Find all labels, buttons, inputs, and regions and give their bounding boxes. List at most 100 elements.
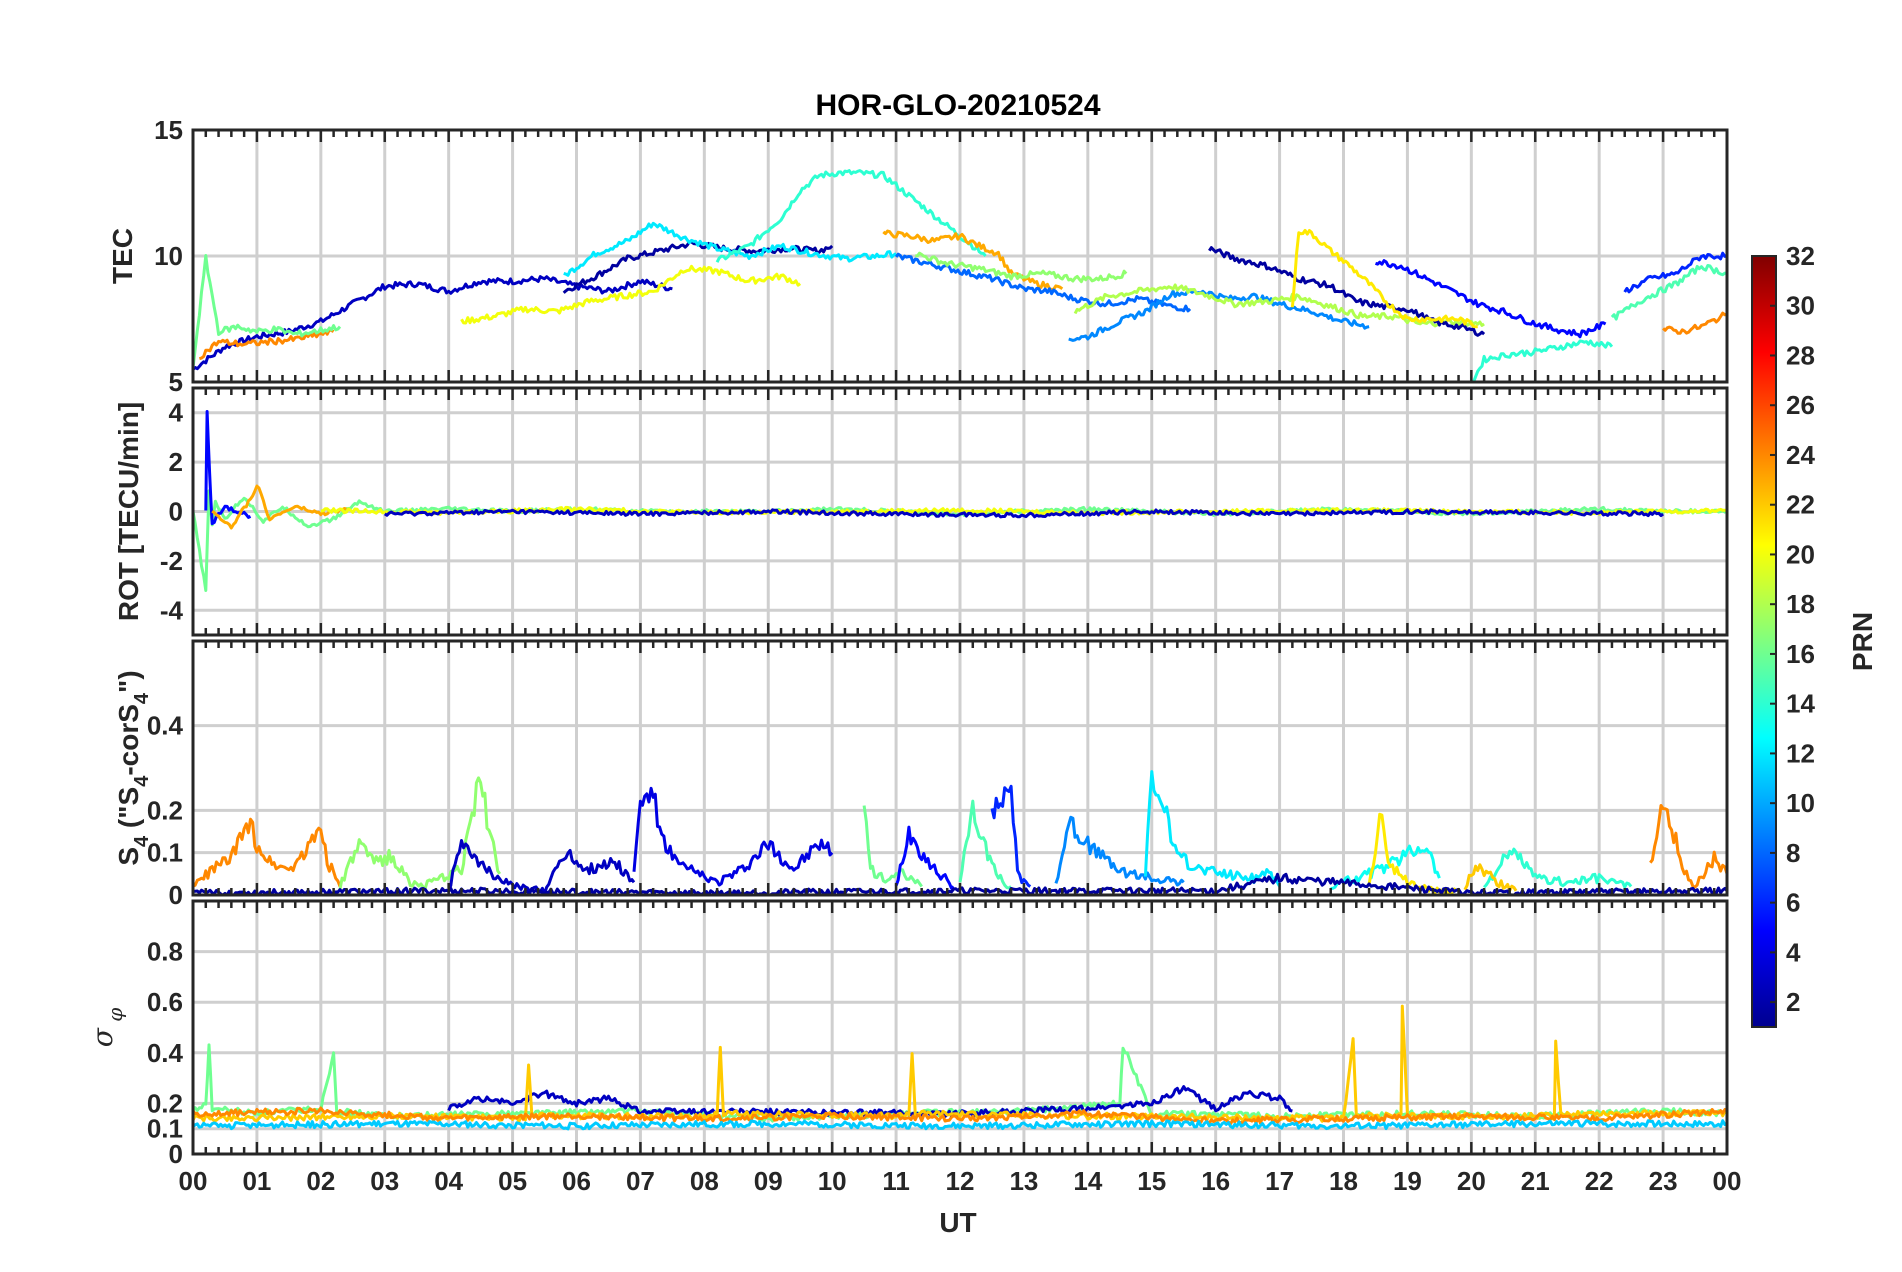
x-tick-label: 17	[1265, 1166, 1294, 1196]
series-prn-16	[193, 254, 342, 369]
series-prn-20	[460, 264, 802, 325]
series-prn-15	[958, 799, 1013, 890]
series-prn-9	[1068, 288, 1370, 342]
series-prn-14	[1482, 847, 1633, 889]
y-axis-label: σ φ	[86, 1008, 127, 1048]
y-tick-label: 15	[154, 115, 183, 145]
y-tick-label: 0.2	[147, 795, 183, 825]
colorbar-tick-label: 32	[1786, 241, 1815, 271]
series-prn-5	[1374, 259, 1607, 339]
x-tick-label: 15	[1137, 1166, 1166, 1196]
series-prn-24	[198, 328, 335, 361]
series-prn-23	[882, 229, 1064, 292]
panel-s4: 0 0.1 0.2 0.4S4 ("S4-corS4")	[113, 639, 1729, 910]
series-prn-5	[204, 410, 252, 526]
colorbar-tick-label: 16	[1786, 639, 1815, 669]
y-tick-label: 0	[169, 497, 183, 527]
x-tick-label: 16	[1201, 1166, 1230, 1196]
series-prn-24	[193, 817, 342, 888]
x-tick-label: 18	[1329, 1166, 1358, 1196]
series-prn-17	[915, 251, 1128, 284]
colorbar-tick-label: 4	[1786, 937, 1801, 967]
series-prn-18	[1073, 283, 1485, 328]
colorbar-tick-label: 18	[1786, 589, 1815, 619]
y-tick-label: 0	[169, 1139, 183, 1169]
x-tick-label: 00	[1713, 1166, 1742, 1196]
y-tick-label: 0.1	[147, 1114, 183, 1144]
y-tick-label: 5	[169, 367, 183, 397]
series-prn-8	[894, 252, 1192, 313]
x-axis-label: UT	[939, 1207, 976, 1238]
x-tick-label: 07	[626, 1166, 655, 1196]
y-tick-label: 4	[169, 398, 184, 428]
colorbar-tick-label: 10	[1786, 788, 1815, 818]
x-tick-label: 23	[1649, 1166, 1678, 1196]
series-prn-14	[715, 169, 987, 263]
series-prn-6	[990, 784, 1032, 888]
series-prn-3	[447, 1085, 1293, 1118]
x-tick-label: 10	[818, 1166, 847, 1196]
series-prn-5	[894, 825, 955, 890]
y-tick-label: 2	[169, 447, 183, 477]
colorbar-gradient	[1752, 256, 1776, 1027]
colorbar-label: PRN	[1847, 612, 1878, 671]
y-tick-label: 0.2	[147, 1088, 183, 1118]
series-prn-2	[1208, 246, 1486, 337]
y-tick-label: 0.1	[147, 838, 183, 868]
x-tick-label: 11	[882, 1166, 910, 1196]
panel-tec: 5 10 15 TEC	[107, 115, 1729, 397]
series-prn-14	[1471, 339, 1614, 382]
colorbar-tick-label: 6	[1786, 888, 1800, 918]
panel-rot: -4 -2 0 2 4 ROT [TECU/min]	[113, 386, 1729, 637]
x-tick-label: 09	[754, 1166, 783, 1196]
series-prn-3	[193, 275, 673, 371]
series-prn-12	[563, 221, 897, 277]
panel-sigma_phi: 00.10.2 0.4 0.6 0.8 σ φ	[86, 899, 1729, 1169]
y-axis-label: S4 ("S4-corS4")	[113, 670, 153, 865]
x-tick-label: 12	[946, 1166, 975, 1196]
y-tick-label: 10	[154, 241, 183, 271]
colorbar-tick-label: 8	[1786, 838, 1800, 868]
series-prn-24	[1662, 311, 1727, 335]
series-prn-15	[1610, 264, 1727, 321]
series-prn-9	[1054, 815, 1185, 887]
series-prn-16	[862, 805, 923, 888]
traces	[193, 169, 1727, 382]
x-tick-label: 00	[179, 1166, 208, 1196]
x-tick-label: 19	[1393, 1166, 1422, 1196]
series-prn-3	[383, 508, 1665, 519]
y-tick-label: 0.4	[147, 1038, 184, 1068]
colorbar-tick-label: 20	[1786, 539, 1815, 569]
colorbar-tick-label: 12	[1786, 738, 1815, 768]
y-tick-label: 0.6	[147, 987, 183, 1017]
x-tick-label: 21	[1521, 1166, 1550, 1196]
series-prn-23	[211, 484, 347, 530]
series-prn-17	[338, 776, 502, 890]
colorbar-tick-label: 14	[1786, 689, 1815, 719]
x-tick-label: 05	[498, 1166, 527, 1196]
colorbar-tick-label: 30	[1786, 291, 1815, 321]
y-tick-label: 0	[169, 880, 183, 910]
x-tick-label: 20	[1457, 1166, 1486, 1196]
x-tick-label: 13	[1009, 1166, 1038, 1196]
x-tick-label: 14	[1073, 1166, 1102, 1196]
y-axis-label: ROT [TECU/min]	[113, 402, 144, 621]
traces	[193, 410, 1727, 592]
x-tick-label: 06	[562, 1166, 591, 1196]
series-prn-4	[632, 786, 834, 887]
series-prn-22	[1463, 863, 1518, 892]
x-tick-label: 08	[690, 1166, 719, 1196]
traces	[193, 1004, 1727, 1131]
series-prn-24	[193, 1106, 1727, 1126]
series-prn-12	[1143, 770, 1281, 888]
x-tick-label: 03	[370, 1166, 399, 1196]
y-axis-label: TEC	[107, 228, 138, 284]
colorbar-tick-label: 2	[1786, 987, 1800, 1017]
colorbar-tick-label: 24	[1786, 440, 1815, 470]
y-tick-label: -4	[160, 595, 184, 625]
x-tick-label: 04	[434, 1166, 463, 1196]
colorbar-tick-label: 22	[1786, 490, 1815, 520]
y-tick-label: 0.8	[147, 937, 183, 967]
